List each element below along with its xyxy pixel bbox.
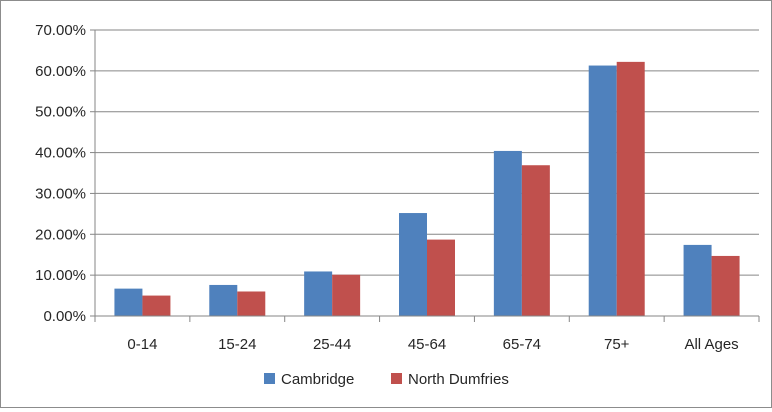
x-tick-label: 75+: [604, 336, 630, 353]
bar-cambridge: [114, 288, 143, 316]
x-tick-label: 45-64: [408, 336, 446, 353]
legend: Cambridge North Dumfries: [264, 371, 509, 388]
x-tick-label: 15-24: [218, 336, 256, 353]
x-tick-label: All Ages: [684, 336, 738, 353]
legend-swatch: [264, 373, 275, 384]
x-tick-label: 25-44: [313, 336, 351, 353]
bar-north-dumfries: [142, 295, 171, 316]
x-tick-label: 65-74: [503, 336, 541, 353]
legend-label: North Dumfries: [408, 371, 509, 388]
bar-north-dumfries: [521, 165, 550, 316]
y-tick-label: 30.00%: [35, 185, 86, 202]
legend-swatch: [391, 373, 402, 384]
bar-north-dumfries: [427, 239, 455, 316]
bar-north-dumfries: [711, 255, 740, 316]
y-tick-label: 10.00%: [35, 267, 86, 284]
y-tick-label: 50.00%: [35, 104, 86, 121]
bar-cambridge: [493, 150, 522, 316]
bar-cambridge: [683, 244, 712, 316]
bar-cambridge: [588, 65, 617, 316]
y-tick-label: 70.00%: [35, 22, 86, 39]
x-tick-label: 0-14: [127, 336, 157, 353]
y-tick-label: 0.00%: [43, 308, 86, 325]
bar-cambridge: [209, 284, 238, 316]
bar-cambridge: [399, 213, 427, 316]
legend-label: Cambridge: [281, 371, 354, 388]
bar-north-dumfries: [332, 274, 361, 316]
y-tick-label: 60.00%: [35, 63, 86, 80]
bar-north-dumfries: [237, 291, 266, 316]
bars: [114, 61, 740, 316]
bar-cambridge: [304, 271, 333, 316]
axes: 0.00% 10.00% 20.00% 30.00% 40.00% 50.00% 60.00…: [35, 22, 760, 353]
bar-north-dumfries: [616, 61, 645, 316]
y-tick-label: 40.00%: [35, 145, 86, 162]
y-tick-label: 20.00%: [35, 226, 86, 243]
